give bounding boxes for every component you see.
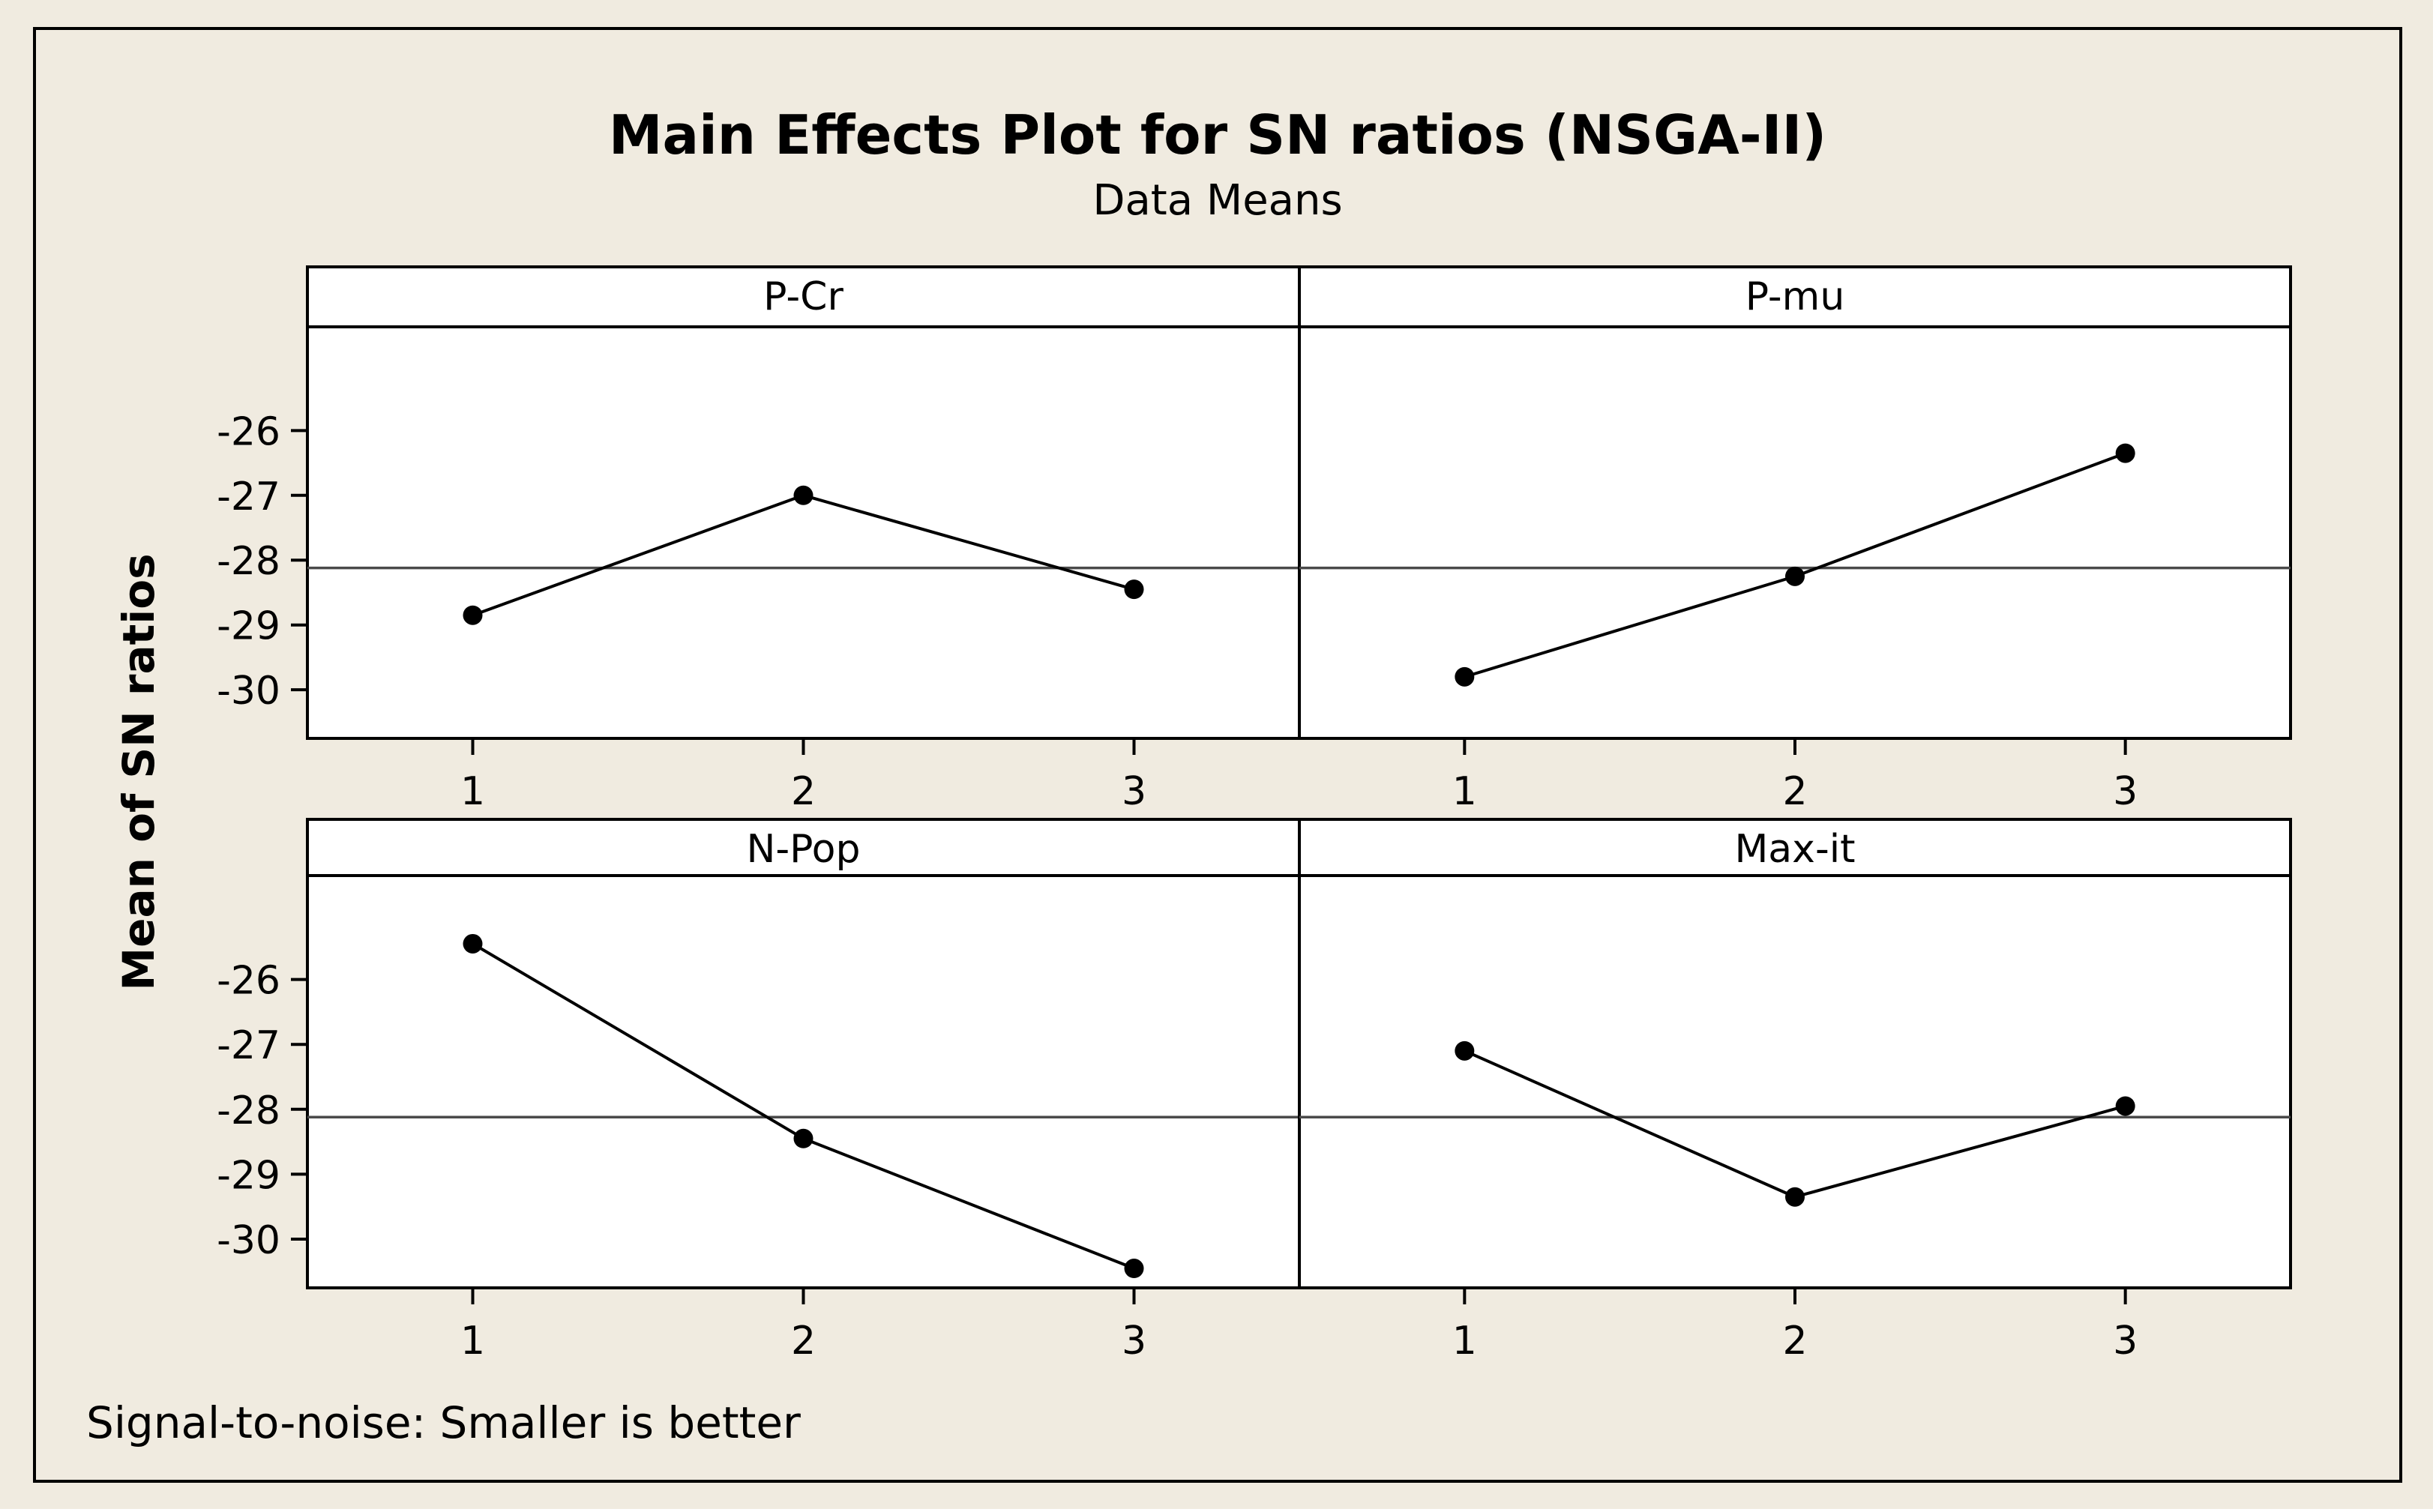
- panel-strip-label: Max-it: [1734, 827, 1855, 872]
- chart-subtitle: Data Means: [1092, 176, 1342, 225]
- data-point: [1455, 1040, 1475, 1061]
- x-tick-label: 2: [791, 1319, 816, 1364]
- data-point: [1785, 566, 1805, 586]
- y-tick-label: -30: [217, 1218, 280, 1263]
- x-tick-label: 3: [2113, 1319, 2138, 1364]
- x-tick-label: 1: [1452, 769, 1477, 814]
- y-tick-label: -28: [217, 539, 280, 584]
- x-tick-label: 2: [791, 769, 816, 814]
- panel-strip: [306, 265, 1301, 328]
- chart-title: Main Effects Plot for SN ratios (NSGA-II…: [609, 103, 1826, 166]
- x-tick-label: 3: [1122, 769, 1146, 814]
- x-tick-label: 3: [1122, 1319, 1146, 1364]
- data-point: [1124, 579, 1144, 600]
- footnote: Signal-to-noise: Smaller is better: [86, 1397, 801, 1448]
- data-point: [463, 605, 483, 625]
- x-tick-label: 3: [2113, 769, 2138, 814]
- panel-plot-area: [1298, 874, 2292, 1289]
- panel-strip-label: N-Pop: [747, 827, 861, 872]
- panel-plot-area: [306, 874, 1301, 1289]
- data-point: [793, 1128, 813, 1148]
- data-point: [793, 485, 813, 505]
- y-tick-label: -29: [217, 604, 280, 649]
- y-tick-label: -27: [217, 475, 280, 519]
- data-point: [463, 933, 483, 954]
- panel-strip-label: P-mu: [1745, 274, 1845, 319]
- y-tick-label: -27: [217, 1023, 280, 1068]
- y-tick-label: -28: [217, 1088, 280, 1133]
- figure-frame: [33, 27, 2402, 1483]
- panel-strip: [1298, 818, 2292, 877]
- x-tick-label: 2: [1782, 769, 1807, 814]
- y-axis-label: Mean of SN ratios: [113, 553, 164, 990]
- panel-strip-label: P-Cr: [763, 274, 843, 319]
- x-tick-label: 1: [460, 1319, 485, 1364]
- data-point: [1124, 1259, 1144, 1279]
- panel-plot-area: [1298, 325, 2292, 740]
- panel-strip: [1298, 265, 2292, 328]
- panels-group: P-Cr -26 -27 -28 -29 -30 1 2 3 P-mu 1 2 3 N-Pop -26 -27…: [217, 265, 2292, 1364]
- data-point: [2115, 1096, 2135, 1116]
- data-point: [2115, 443, 2135, 463]
- data-point: [1785, 1187, 1805, 1207]
- y-tick-label: -26: [217, 959, 280, 1004]
- x-tick-label: 1: [1452, 1319, 1477, 1364]
- y-tick-label: -30: [217, 669, 280, 714]
- y-tick-label: -26: [217, 409, 280, 454]
- data-point: [1455, 666, 1475, 687]
- x-tick-label: 1: [460, 769, 485, 814]
- y-tick-label: -29: [217, 1153, 280, 1198]
- panel-plot-area: [306, 325, 1301, 740]
- x-tick-label: 2: [1782, 1319, 1807, 1364]
